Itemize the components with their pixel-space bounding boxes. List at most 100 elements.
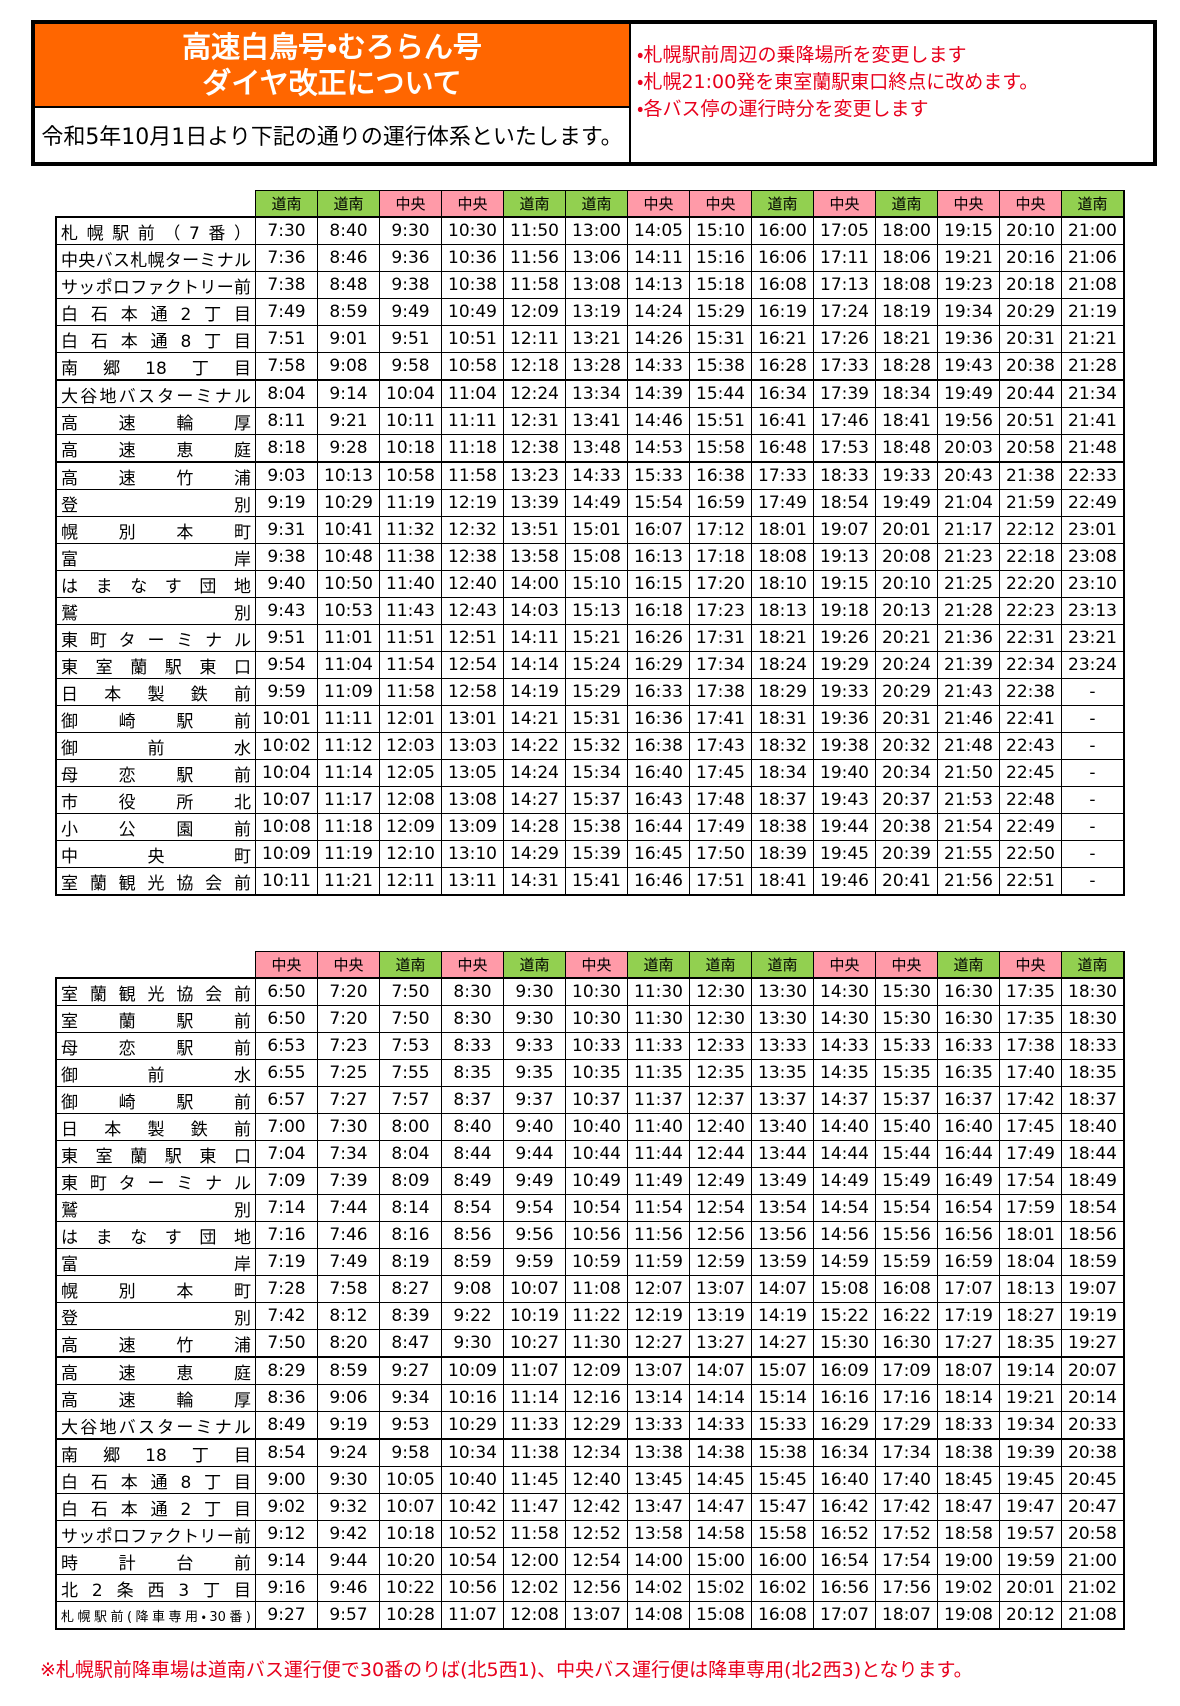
departure-time: 12:54 [565, 1547, 628, 1575]
departure-time: 8:39 [379, 1302, 442, 1330]
departure-time: 16:38 [689, 461, 752, 490]
departure-time: 16:41 [751, 407, 814, 435]
departure-time: 11:32 [379, 516, 442, 544]
departure-time: 21:55 [937, 840, 1000, 868]
departure-time: 10:04 [255, 759, 318, 787]
departure-time: 12:35 [689, 1059, 752, 1087]
departure-time: 8:46 [317, 244, 380, 272]
departure-time: 12:19 [627, 1302, 690, 1330]
departure-time: 8:00 [379, 1113, 442, 1141]
departure-time: 9:51 [379, 325, 442, 353]
departure-time: 23:24 [1061, 651, 1125, 679]
departure-time: 18:07 [937, 1356, 1000, 1385]
title-line: 高速白鳥号・むろらん号 [182, 30, 482, 64]
departure-time: 14:03 [503, 597, 566, 625]
departure-time: 15:29 [689, 298, 752, 326]
departure-time: 21:06 [1061, 244, 1125, 272]
departure-time: 7:20 [317, 1005, 380, 1033]
departure-time: 20:38 [875, 813, 938, 841]
departure-time: 14:11 [627, 244, 690, 272]
departure-time: 20:58 [1061, 1520, 1125, 1548]
departure-time: 17:40 [999, 1059, 1062, 1087]
departure-time: 8:12 [317, 1302, 380, 1330]
stop-row: 東町ターミナル 7:09 7:39 8:09 8:49 9:49 10:49 11:49 12:… [55, 1167, 1125, 1195]
departure-time: 17:23 [689, 597, 752, 625]
departure-time: 15:10 [565, 570, 628, 598]
departure-time: 14:35 [813, 1059, 876, 1087]
departure-time: 10:40 [565, 1113, 628, 1141]
departure-time: 9:38 [255, 543, 318, 571]
departure-time: 14:37 [813, 1086, 876, 1114]
departure-time: 10:29 [317, 489, 380, 517]
departure-time: 13:08 [441, 786, 504, 814]
departure-time: 14:19 [751, 1302, 814, 1330]
departure-time: 12:16 [565, 1384, 628, 1412]
departure-time: 18:33 [1061, 1032, 1125, 1060]
departure-time: 18:13 [751, 597, 814, 625]
departure-time: 18:47 [937, 1493, 1000, 1521]
subtitle: 令和5年10月1日より下記の通りの運行体系といたします。 [41, 125, 623, 150]
departure-time: 9:44 [317, 1547, 380, 1575]
departure-time: 18:27 [999, 1302, 1062, 1330]
departure-time: 15:13 [565, 597, 628, 625]
departure-time: 16:43 [627, 786, 690, 814]
stop-row: 日本製鉄前 7:00 7:30 8:00 8:40 9:40 10:40 11:40 12:40… [55, 1113, 1125, 1141]
departure-time: 16:44 [627, 813, 690, 841]
stop-row: 白石本通8丁目 7:51 9:01 9:51 10:51 12:11 13:21 14:26 1… [55, 325, 1125, 353]
departure-time: 18:35 [1061, 1059, 1125, 1087]
stop-name: 東室蘭駅東口 [55, 1140, 256, 1168]
stop-name: サッポロファクトリー前 [55, 1520, 256, 1548]
departure-time: 15:38 [689, 352, 752, 381]
departure-time: 21:00 [1061, 216, 1125, 245]
departure-time: 8:47 [379, 1329, 442, 1358]
departure-time: 9:08 [441, 1275, 504, 1303]
stop-row: 日本製鉄前 9:59 11:09 11:58 12:58 14:19 15:29 16:33 1… [55, 678, 1125, 706]
departure-time: 7:58 [255, 352, 318, 381]
stop-name: 御前水 [55, 1059, 256, 1087]
departure-time: 21:46 [937, 705, 1000, 733]
departure-time: 19:45 [813, 840, 876, 868]
departure-time: 12:40 [441, 570, 504, 598]
departure-time: 20:58 [999, 434, 1062, 463]
departure-time: 8:54 [255, 1438, 318, 1467]
stop-name: 日本製鉄前 [55, 678, 256, 706]
departure-time: 19:49 [875, 489, 938, 517]
departure-time: 18:49 [1061, 1167, 1125, 1195]
departure-time: 19:26 [813, 624, 876, 652]
departure-time: 15:56 [875, 1221, 938, 1249]
departure-time: - [1061, 759, 1125, 787]
departure-time: 19:21 [999, 1384, 1062, 1412]
departure-time: 7:23 [317, 1032, 380, 1060]
departure-time: 16:28 [751, 352, 814, 381]
departure-time: - [1061, 840, 1125, 868]
stop-row: 高速輪厚 8:11 9:21 10:11 11:11 12:31 13:41 14:46 15:… [55, 407, 1125, 435]
departure-time: 18:59 [1061, 1248, 1125, 1276]
departure-time: 13:41 [565, 407, 628, 435]
departure-time: 12:51 [441, 624, 504, 652]
departure-time: 18:08 [875, 271, 938, 299]
departure-time: 15:58 [751, 1520, 814, 1548]
stop-name: 室蘭観光協会前 [55, 977, 256, 1006]
departure-time: 14:46 [627, 407, 690, 435]
departure-time: 9:42 [317, 1520, 380, 1548]
departure-time: 11:38 [503, 1438, 566, 1467]
departure-time: 16:15 [627, 570, 690, 598]
departure-time: 13:05 [441, 759, 504, 787]
departure-time: 15:02 [689, 1574, 752, 1602]
departure-time: 16:38 [627, 732, 690, 760]
departure-time: 11:18 [441, 434, 504, 463]
departure-time: 17:11 [813, 244, 876, 272]
departure-time: 11:07 [503, 1356, 566, 1385]
departure-time: 22:12 [999, 516, 1062, 544]
stop-name: 時計台前 [55, 1547, 256, 1575]
departure-time: 9:30 [503, 1005, 566, 1033]
departure-time: 16:07 [627, 516, 690, 544]
departure-time: 9:03 [255, 461, 318, 490]
departure-time: 18:39 [751, 840, 814, 868]
operator-cell: 中央 [999, 190, 1062, 218]
stop-name: 日本製鉄前 [55, 1113, 256, 1141]
departure-time: 17:48 [689, 786, 752, 814]
stop-name: 東町ターミナル [55, 624, 256, 652]
departure-time: 10:41 [317, 516, 380, 544]
stop-name: 大谷地バスターミナル [55, 379, 256, 408]
